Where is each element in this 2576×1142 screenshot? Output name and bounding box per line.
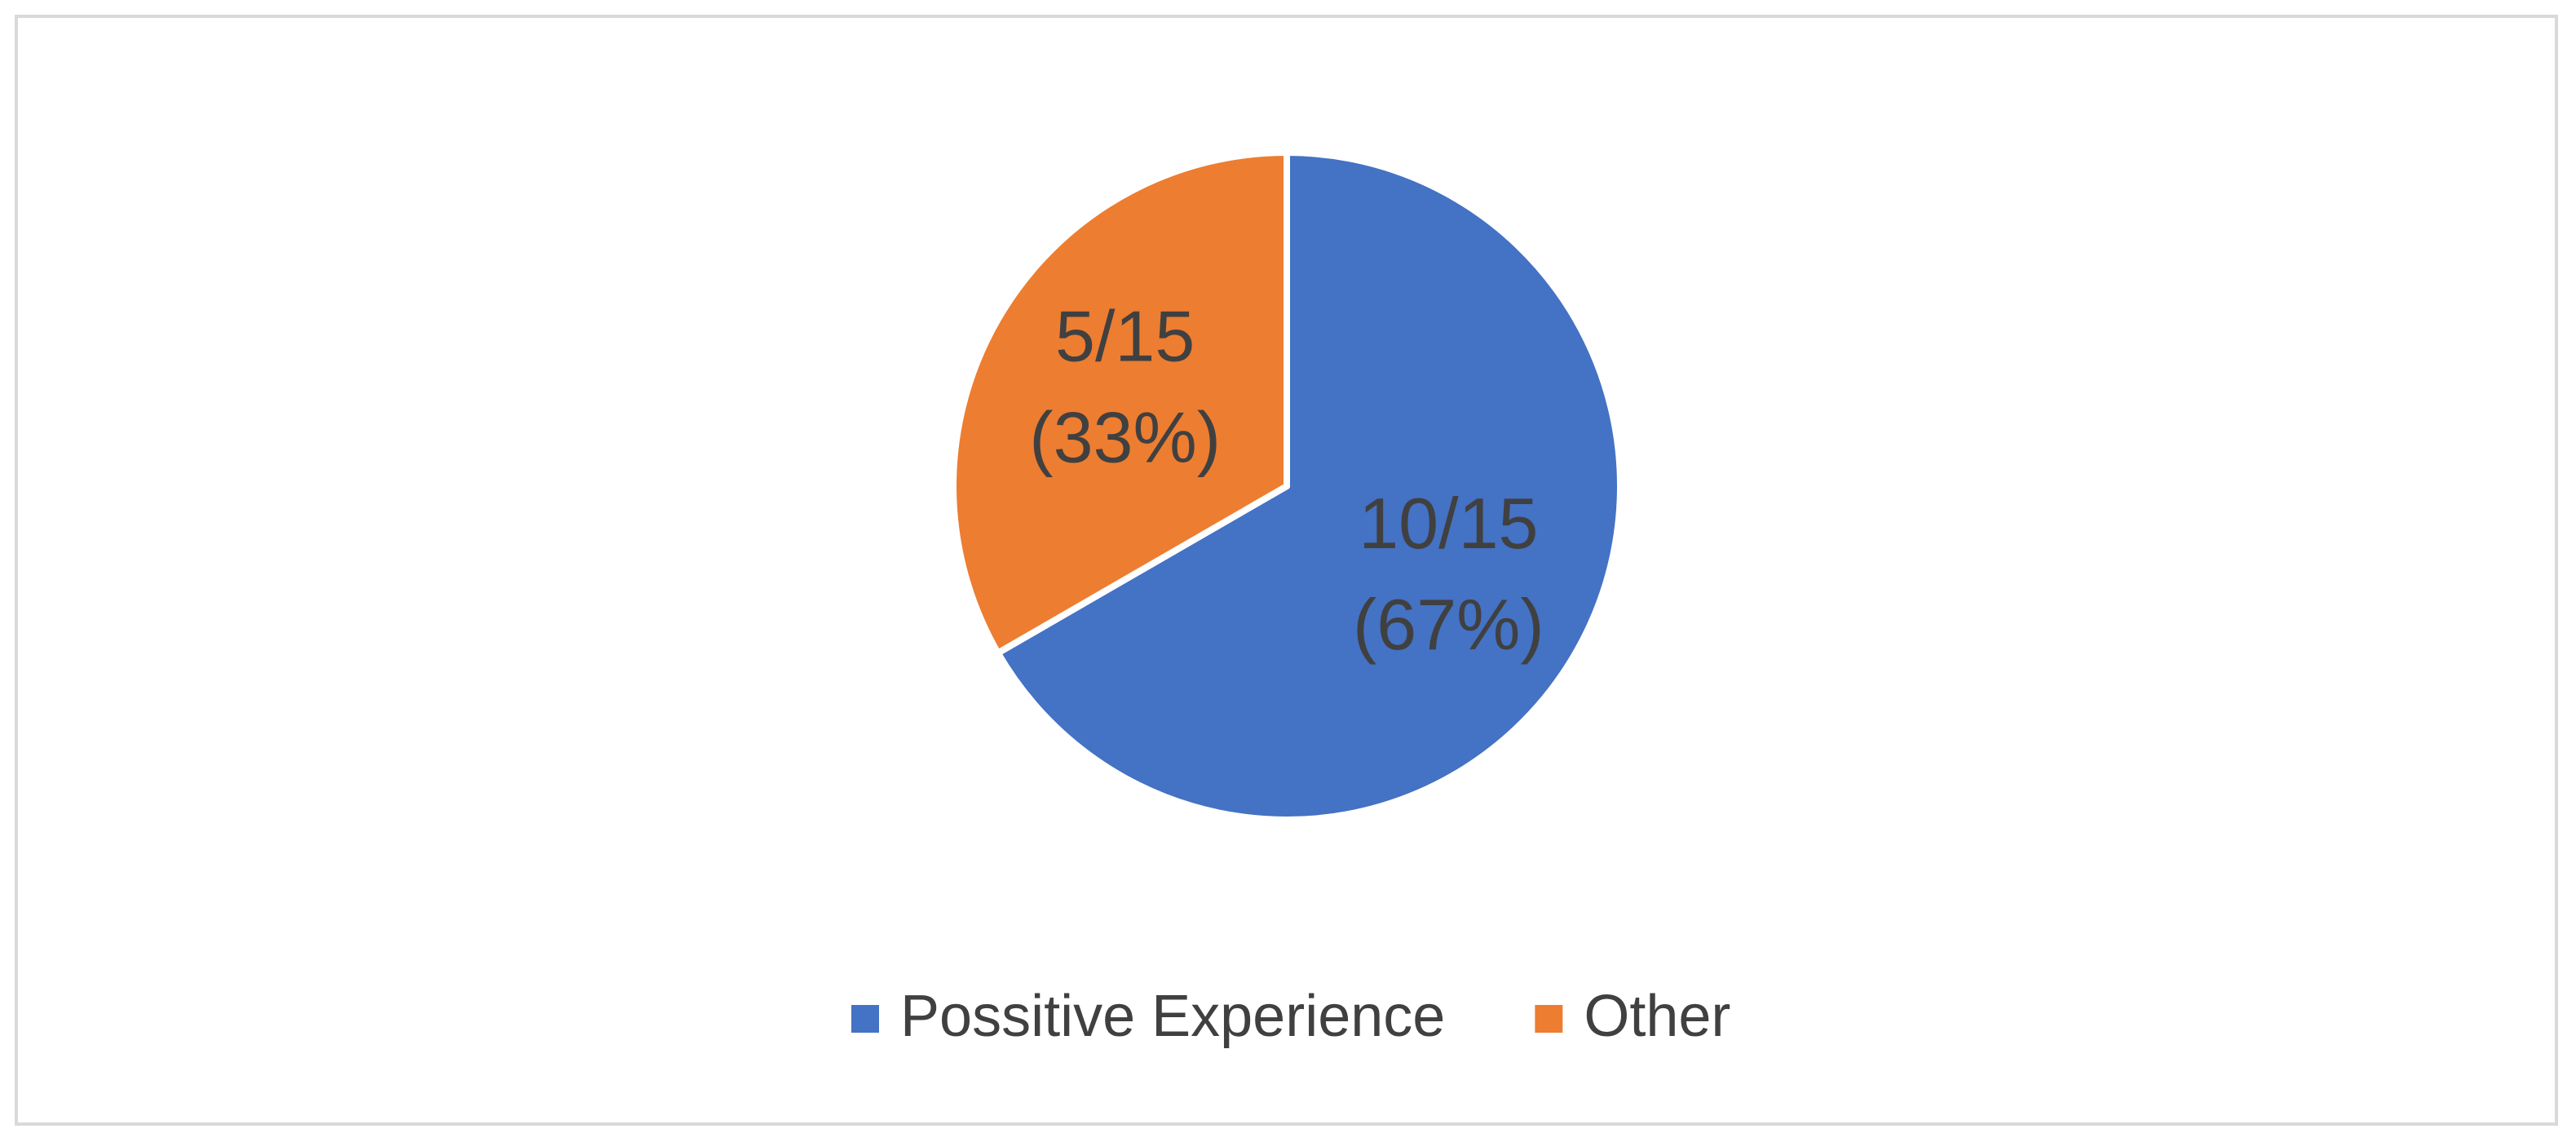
legend-swatch [1535,1005,1563,1033]
data-label: (33%) [1029,397,1221,478]
pie-slice [994,149,1624,823]
legend-swatch [851,1005,879,1033]
data-label: 10/15 [1359,483,1538,564]
pie-slice [950,149,1290,657]
data-label: 5/15 [1055,296,1195,377]
legend-label: Possitive Experience [900,984,1445,1049]
legend-label: Other [1584,984,1730,1049]
data-label: (67%) [1353,584,1544,665]
